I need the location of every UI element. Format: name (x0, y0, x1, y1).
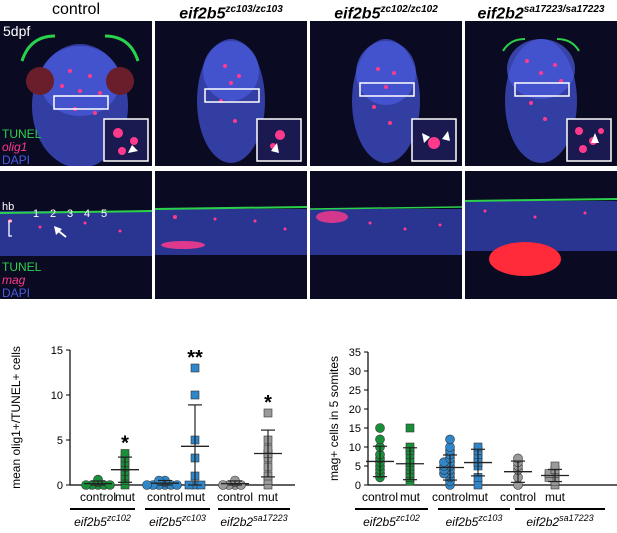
data-point (105, 480, 115, 490)
y-axis-label: mean olig1+/TUNEL+ cells (9, 346, 23, 489)
spinal-panel-sa17223 (465, 171, 617, 299)
category-label: control (362, 490, 398, 504)
spinal-panel-zc103 (155, 171, 307, 299)
y-tick-label: 30 (349, 366, 361, 378)
brain-panel-zc103 (155, 21, 307, 166)
brain-panel-control: 5dpf TUNEL olig1 DAPI (0, 21, 152, 166)
category-label: mut (115, 490, 136, 504)
data-point (445, 434, 455, 445)
category-label: mut (258, 490, 279, 504)
y-tick-label: 5 (355, 461, 361, 473)
data-point (263, 408, 273, 418)
tunel-label: TUNEL (2, 127, 42, 141)
category-label: control (80, 490, 116, 504)
y-tick-label: 35 (349, 347, 361, 359)
tunel-label-row2: TUNEL (2, 260, 42, 274)
somite-1: 1 (33, 208, 40, 220)
data-point (81, 480, 91, 490)
data-point (375, 434, 385, 445)
y-tick-label: 5 (57, 435, 63, 447)
data-point (473, 480, 483, 490)
significance-mark: ** (187, 347, 203, 369)
category-label: control (217, 490, 253, 504)
y-tick-label: 0 (57, 480, 63, 492)
category-label: mut (545, 490, 566, 504)
group-label: eif2b2sa17223 (526, 513, 593, 529)
category-label: control (432, 490, 468, 504)
group-label: eif2b5zc103 (149, 513, 206, 529)
category-label: control (147, 490, 183, 504)
brain-panel-sa17223 (465, 21, 617, 166)
category-label: mut (400, 490, 421, 504)
data-point (190, 363, 200, 373)
category-label: mut (185, 490, 206, 504)
column-header-zc102: eif2b5zc102/zc102 (334, 4, 438, 23)
somite-3: 3 (67, 208, 74, 220)
somite-5: 5 (101, 208, 108, 220)
dapi-label: DAPI (2, 153, 31, 167)
dapi-label-row2: DAPI (2, 286, 31, 300)
spinal-panel-zc102 (310, 171, 462, 299)
category-label: control (500, 490, 536, 504)
significance-mark: * (264, 392, 272, 414)
stage-label: 5dpf (3, 23, 31, 39)
y-tick-label: 0 (355, 480, 361, 492)
data-point (550, 461, 560, 471)
y-tick-label: 10 (51, 390, 63, 402)
somite-4: 4 (84, 208, 91, 220)
data-point (142, 480, 152, 490)
data-point (405, 423, 415, 433)
significance-mark: * (121, 433, 129, 455)
data-point (375, 423, 385, 433)
column-header-sa17223: eif2b2sa17223/sa17223 (477, 4, 605, 23)
data-point (172, 480, 182, 490)
data-point (190, 390, 200, 400)
hindbrain-label: hb (2, 201, 15, 213)
category-label: mut (468, 490, 489, 504)
mag-label: mag (2, 273, 26, 287)
y-tick-label: 25 (349, 385, 361, 397)
y-tick-label: 15 (51, 345, 63, 357)
column-header-zc103: eif2b5zc103/zc103 (179, 4, 283, 23)
column-header-control: control (51, 1, 101, 18)
data-point (218, 480, 228, 490)
brain-panel-zc102 (310, 21, 462, 166)
group-label: eif2b5zc102 (363, 513, 420, 529)
group-label: eif2b2sa17223 (220, 513, 287, 529)
somite-2: 2 (50, 208, 57, 220)
spinal-panel-control: hb 1 2 3 4 5 TUNEL mag DAPI (0, 171, 152, 299)
group-label: eif2b5zc103 (446, 513, 503, 529)
olig1-label: olig1 (2, 140, 28, 154)
group-label: eif2b5zc102 (74, 513, 131, 529)
y-tick-label: 10 (349, 442, 361, 454)
y-axis-label: mag+ cells in 5 somites (327, 356, 341, 481)
y-tick-label: 15 (349, 423, 361, 435)
y-tick-label: 20 (349, 404, 361, 416)
